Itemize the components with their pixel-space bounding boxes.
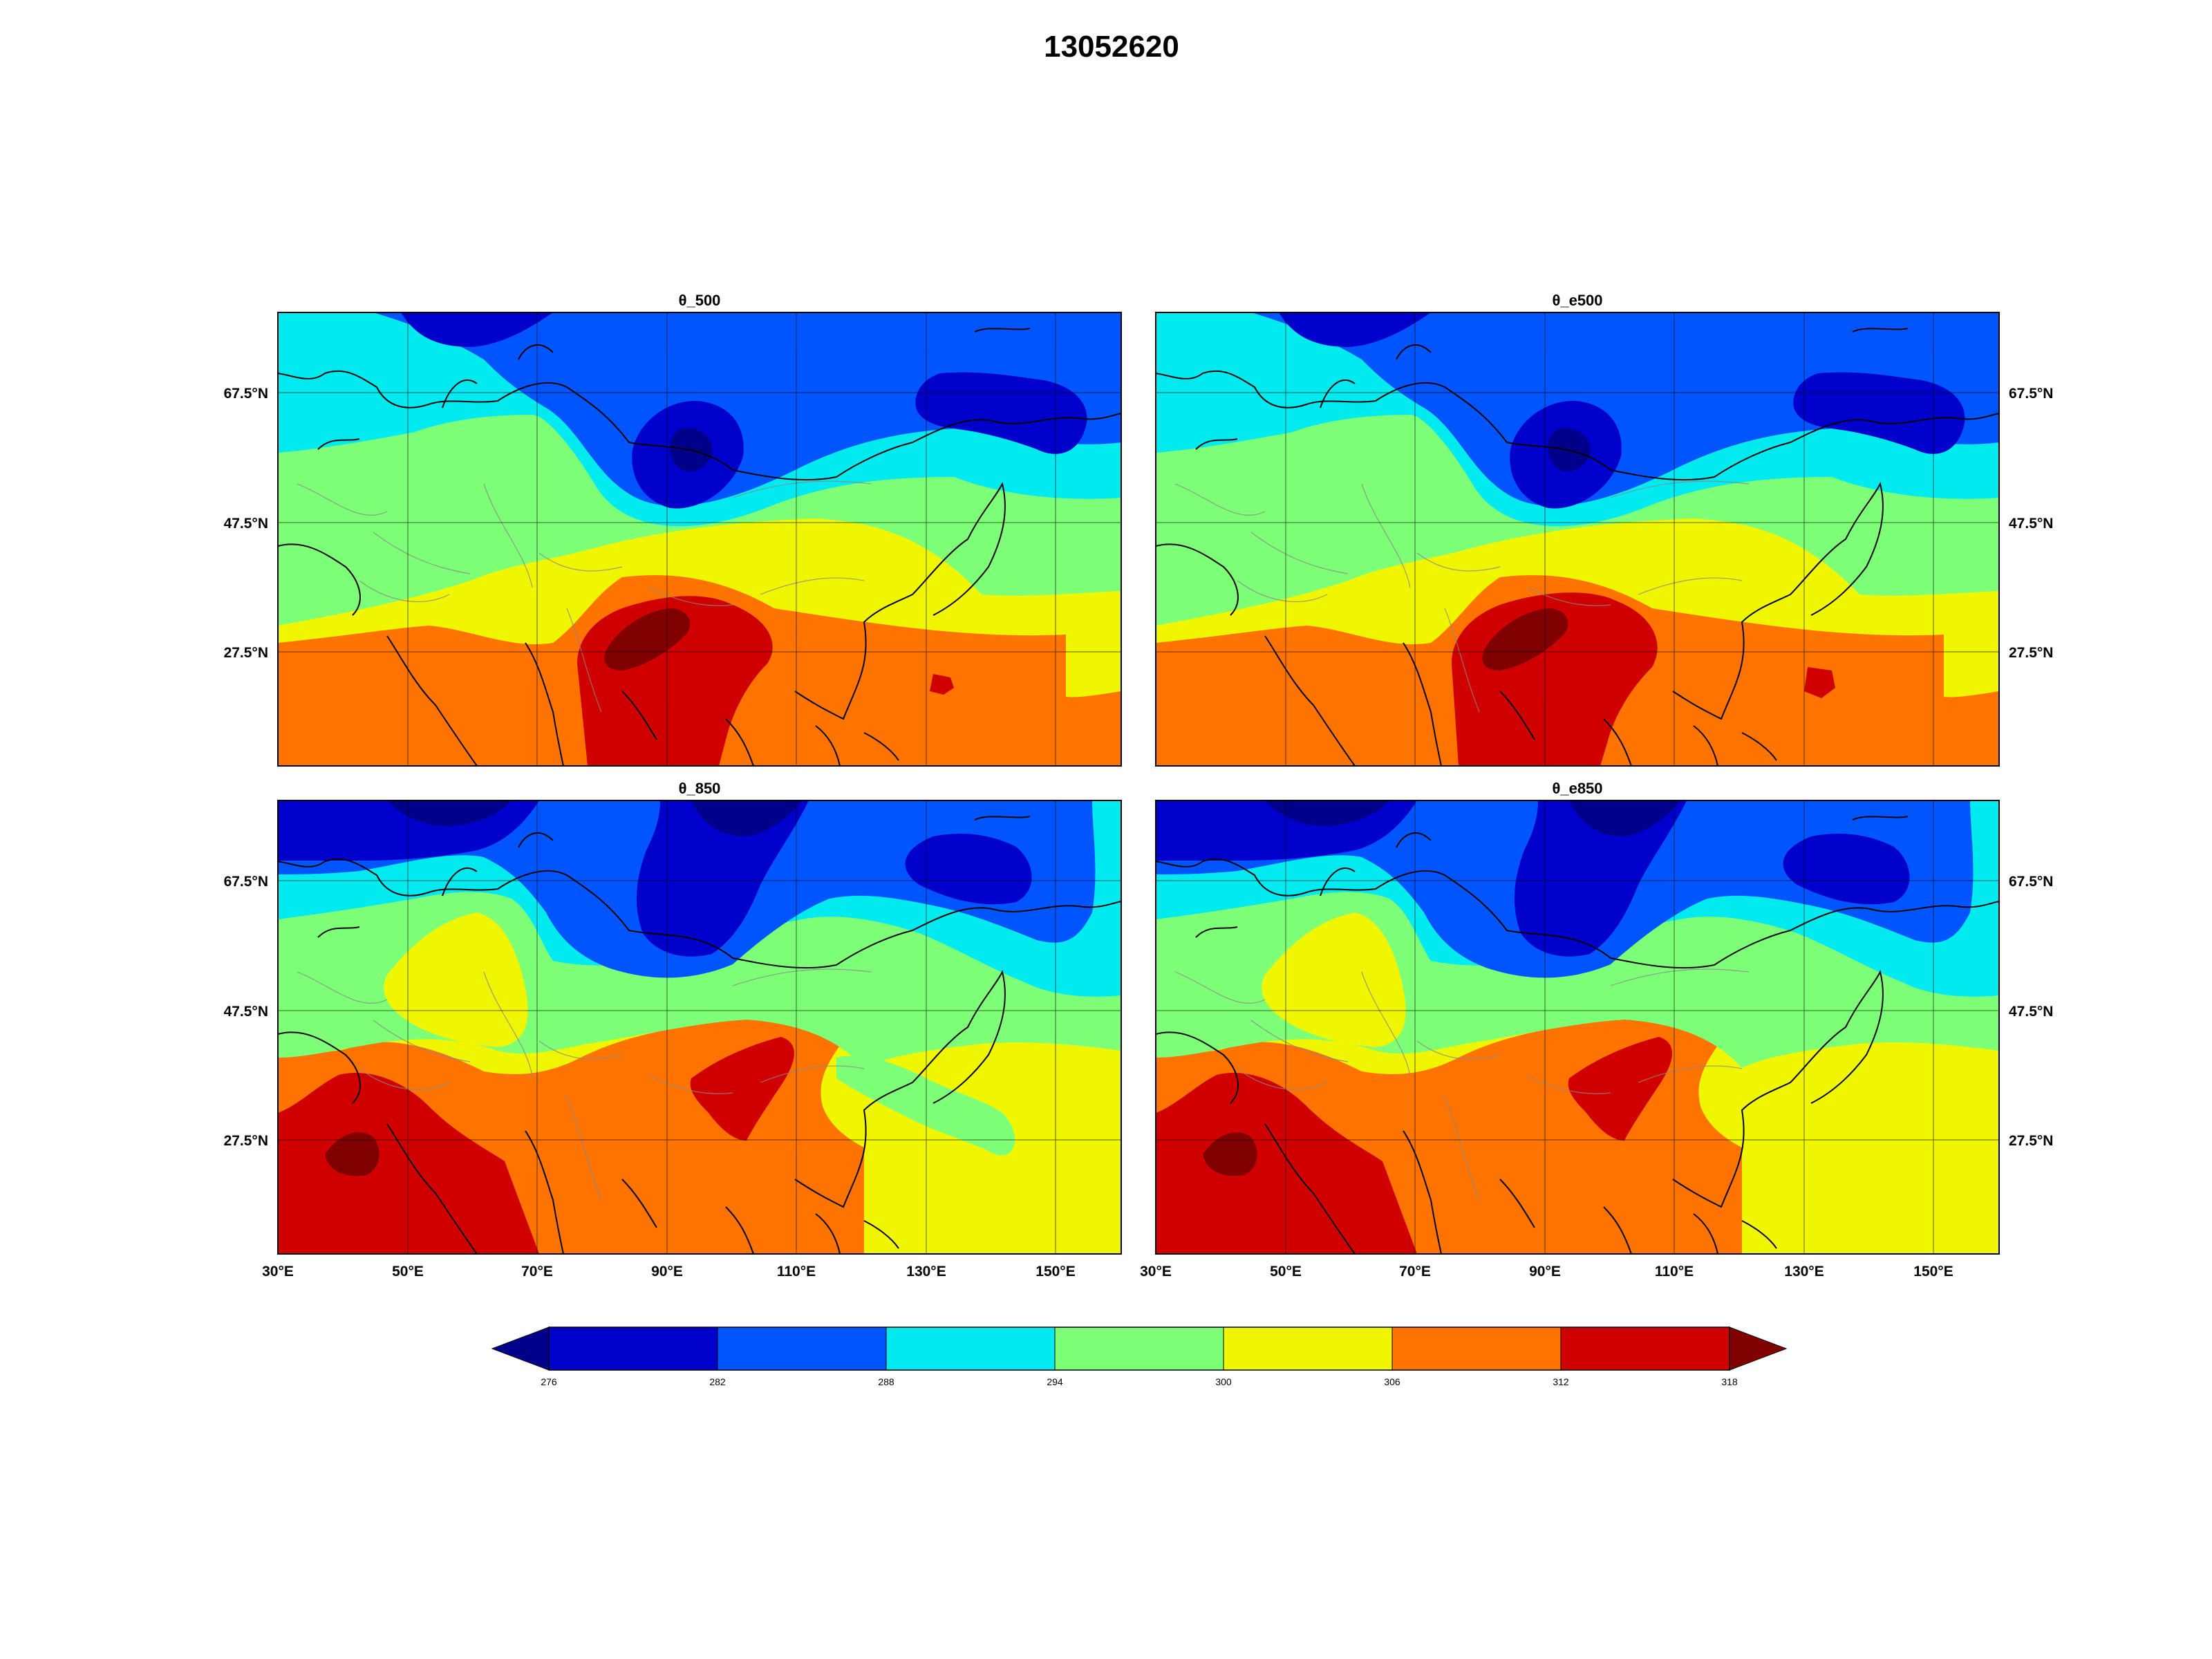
lat-tick-label: 27.5°N <box>2009 1133 2053 1149</box>
colorbar-cell <box>885 1327 1056 1371</box>
colorbar-cell <box>1223 1327 1393 1371</box>
panel-theta-500: θ_500 <box>224 292 1122 767</box>
colorbar-tick-label: 312 <box>1553 1376 1569 1387</box>
lat-tick-label: 67.5°N <box>2009 386 2053 402</box>
lon-tick-label: 30°E <box>1140 1264 1172 1280</box>
colorbar-tick-label: 288 <box>878 1376 894 1387</box>
colorbar-cell <box>717 1327 887 1371</box>
colorbar-tick-label: 306 <box>1384 1376 1400 1387</box>
colorbar-extend-low <box>491 1327 550 1371</box>
lat-tick-label: 27.5°N <box>2009 645 2053 661</box>
lon-tick-label: 150°E <box>1035 1264 1075 1280</box>
colorbar-cell <box>1391 1327 1562 1371</box>
panel-title: θ_850 <box>679 780 721 797</box>
lon-tick-label: 50°E <box>392 1264 424 1280</box>
colorbar-tick-label: 318 <box>1721 1376 1738 1387</box>
panel-theta-850: θ_850 67.5°N <box>224 780 1122 1280</box>
panel-frame <box>277 800 1122 1255</box>
figure-title: 13052620 <box>1044 30 1179 64</box>
lon-tick-label: 150°E <box>1913 1264 1953 1280</box>
lon-tick-label: 90°E <box>651 1264 683 1280</box>
colorbar-cell <box>1054 1327 1224 1371</box>
panel-frame <box>1155 800 2000 1255</box>
lon-tick-label: 110°E <box>1655 1264 1694 1280</box>
colorbar-cells <box>491 1327 1788 1371</box>
lat-tick-label: 27.5°N <box>224 645 268 661</box>
lat-tick-label: 67.5°N <box>224 386 268 402</box>
panel-frame <box>277 312 1122 767</box>
panel-title: θ_500 <box>679 292 721 309</box>
colorbar-cell <box>548 1327 718 1371</box>
lat-tick-label: 47.5°N <box>2009 1004 2053 1020</box>
colorbar: 276 282 288 294 300 306 312 318 <box>491 1327 1788 1387</box>
colorbar-tick-label: 294 <box>1047 1376 1063 1387</box>
gridlines <box>278 312 1121 766</box>
lat-tick-label: 47.5°N <box>224 516 268 532</box>
colorbar-tick-label: 282 <box>709 1376 726 1387</box>
contour-fill <box>278 312 1121 766</box>
panel-frame <box>1155 312 2000 767</box>
contour-fill <box>278 800 1121 1254</box>
lon-tick-label: 50°E <box>1270 1264 1302 1280</box>
color-band-276-282 <box>401 312 1087 509</box>
panel-theta-e850: θ_e850 67.5°N <box>1140 780 2053 1280</box>
lon-tick-label: 30°E <box>262 1264 294 1280</box>
colorbar-extend-high <box>1729 1327 1788 1371</box>
colorbar-frame <box>548 1327 1730 1371</box>
lon-tick-label: 70°E <box>1399 1264 1431 1280</box>
colorbar-tick-label: 300 <box>1215 1376 1232 1387</box>
color-band-282-288 <box>373 312 1121 506</box>
lon-tick-label: 70°E <box>521 1264 553 1280</box>
colorbar-tick-label: 276 <box>541 1376 557 1387</box>
color-band-318-plus <box>604 608 691 671</box>
lat-tick-label: 47.5°N <box>224 1004 268 1020</box>
lat-tick-label: 47.5°N <box>2009 516 2053 532</box>
lon-tick-label: 90°E <box>1529 1264 1561 1280</box>
lon-tick-label: 110°E <box>777 1264 816 1280</box>
panel-title: θ_e500 <box>1552 292 1602 309</box>
colorbar-cell <box>1560 1327 1730 1371</box>
lat-tick-label: 27.5°N <box>224 1133 268 1149</box>
lat-tick-label: 67.5°N <box>2009 874 2053 890</box>
country-borders <box>297 480 872 713</box>
coastlines <box>278 328 1121 766</box>
panel-theta-e500: θ_e500 67.5°N 47. <box>1155 292 2053 767</box>
lon-tick-label: 130°E <box>1784 1264 1824 1280</box>
panel-title: θ_e850 <box>1552 780 1602 797</box>
lat-tick-label: 67.5°N <box>224 874 268 890</box>
lon-tick-label: 130°E <box>906 1264 946 1280</box>
